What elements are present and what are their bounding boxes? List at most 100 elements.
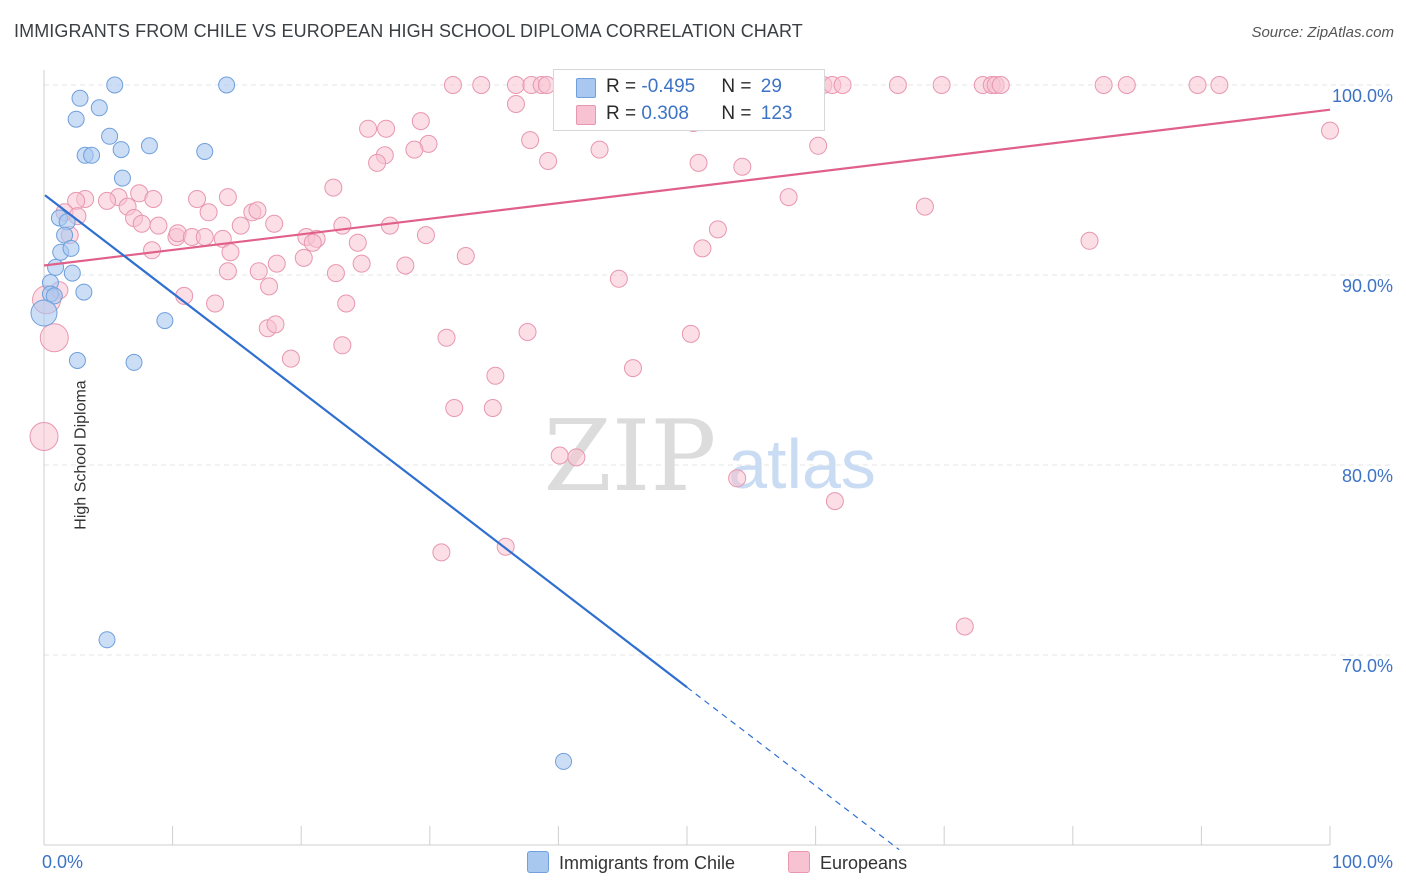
watermark-atlas: atlas [728,425,876,503]
legend-n-value-chile: 29 [760,76,782,97]
data-point-europeans [825,492,844,511]
data-point-europeans [833,76,852,94]
data-point-europeans [483,399,502,417]
bottom-legend-swatch-europeans [788,851,810,873]
data-point-chile [218,76,236,94]
legend-swatch-europeans [576,105,596,125]
data-point-europeans [188,190,207,208]
bottom-legend-label-chile: Immigrants from Chile [559,853,736,873]
data-point-europeans [486,366,505,385]
data-point-europeans [143,241,162,260]
y-tick-label: 90.0% [1341,276,1393,296]
data-point-europeans [1094,76,1113,94]
data-point-chile [45,287,63,305]
data-point-europeans [1188,76,1207,94]
data-point-europeans [231,216,250,235]
data-point-europeans [779,188,798,207]
data-point-europeans [326,264,345,283]
trend-lines [43,108,1331,851]
data-point-chile [112,141,130,159]
legend-r-value-europeans: 0.308 [641,103,689,124]
data-point-europeans [265,214,284,233]
grid-lines [44,84,1390,656]
legend-n-label: N = [721,103,757,124]
data-point-europeans [260,277,279,296]
data-point-chile [98,631,116,649]
data-point-europeans [432,543,451,562]
data-point-europeans [809,136,828,155]
data-point-europeans [396,256,415,275]
data-point-europeans [708,220,727,239]
data-point-europeans [221,243,240,262]
data-point-chile [71,89,89,107]
data-point-europeans [443,76,462,94]
data-point-europeans [199,203,218,222]
data-point-chile [83,146,101,164]
data-point-europeans [132,214,151,233]
data-point-europeans [405,140,424,159]
x-tick-label: 100.0% [1331,852,1393,872]
data-point-europeans [380,216,399,235]
data-point-chile [75,283,93,301]
data-point-europeans [337,294,356,313]
data-point-europeans [218,262,237,281]
data-point-europeans [609,269,628,288]
data-point-europeans [1080,231,1099,250]
x-tick-label: 0.0% [42,852,84,872]
legend-swatch-chile [576,78,596,98]
watermark: ZIP atlas [544,400,876,514]
data-point-europeans [267,254,286,273]
data-point-europeans [728,469,747,488]
series-europeans [29,76,1339,636]
data-point-chile [90,99,108,117]
data-point-europeans [567,448,586,467]
data-point-europeans [689,153,708,172]
trend-line-chile [44,194,688,689]
y-axis-label: High School Diploma [72,380,90,530]
data-point-europeans [590,140,609,159]
data-point-chile [140,137,158,155]
series-chile [30,76,573,770]
data-point-chile [106,76,124,94]
data-point-europeans [506,76,525,94]
data-point-chile [113,169,131,187]
data-point-europeans [324,178,343,197]
bottom-legend-europeans: Europeans [788,851,907,874]
data-point-europeans [915,197,934,216]
data-point-europeans [1210,76,1229,94]
data-point-europeans [248,201,267,220]
legend-r-label: R = [606,103,642,124]
data-point-europeans [195,228,214,246]
data-point-europeans [733,157,752,176]
legend: R = -0.495 N = 29 R = 0.308 N = 123 [553,69,825,131]
data-point-chile [125,353,143,371]
legend-r-value-chile: -0.495 [641,76,696,97]
data-point-europeans [206,294,225,313]
data-point-europeans [352,254,371,273]
data-point-europeans [437,328,456,347]
data-point-europeans [1321,121,1339,140]
data-point-europeans [39,323,69,353]
data-point-chile [67,110,85,128]
data-point-europeans [29,422,59,451]
data-point-europeans [303,233,322,252]
data-point-europeans [518,323,537,341]
data-point-europeans [333,216,352,235]
legend-n-value-europeans: 123 [760,103,793,124]
data-point-europeans [456,247,475,265]
data-point-europeans [932,76,951,94]
data-point-europeans [955,617,974,636]
data-point-europeans [368,153,387,172]
y-tick-label: 70.0% [1341,656,1393,676]
trend-line-chile-extension [686,686,900,851]
data-point-europeans [359,119,378,138]
axes [43,70,1331,846]
trend-line-europeans [43,108,1331,267]
data-point-europeans [98,191,117,210]
data-point-chile [196,143,214,160]
y-tick-label: 80.0% [1341,466,1393,486]
data-point-europeans [991,76,1010,94]
bottom-legend-chile: Immigrants from Chile [527,851,735,874]
data-point-chile [47,258,65,276]
bottom-legend-swatch-chile [527,851,549,873]
